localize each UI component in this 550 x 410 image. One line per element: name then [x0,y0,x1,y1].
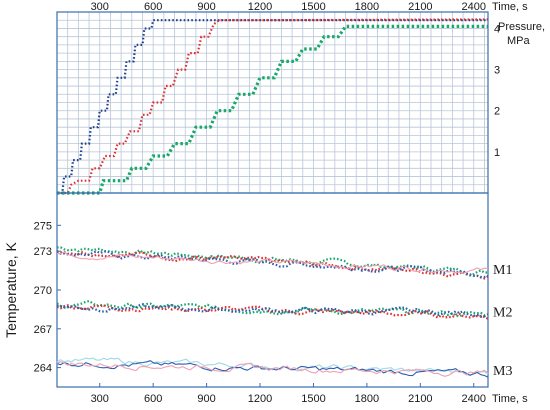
temperature-series-line-m1-2 [56,250,489,280]
x-tick-label: 600 [144,1,162,13]
temperature-series-line-m3-1 [56,357,489,377]
pressure-y-ticks: 1 2 3 4 [494,23,500,158]
x-tick-label: 300 [91,393,109,405]
temperature-series-line-m1-3 [56,250,489,279]
temperature-series-line-m1-4 [56,251,489,274]
temperature-tick-label: 267 [34,324,52,336]
pressure-x-ticks: 300 600 900 1200 1500 1800 2100 2400 [91,1,486,13]
x-tick-label: 900 [197,393,215,405]
temperature-x-ticks: 300 600 900 1200 1500 1800 2100 2400 [91,383,486,405]
series-label-m2: M2 [493,306,512,321]
temperature-series-line-m3-3 [56,361,489,377]
series-label-m1: M1 [493,263,512,278]
pressure-panel: 300 600 900 1200 1500 1800 2100 2400 1 2 3 4 Time,… [56,1,545,195]
series-label-m3: M3 [493,364,512,379]
temperature-plot-frame [56,192,489,388]
pressure-y-axis-title-line1: Pressure, [498,21,545,33]
temperature-x-axis-title: Time, s [492,393,528,405]
temperature-tick-label: 270 [34,285,52,297]
temperature-y-ticks: 264 267 270 273 275 [34,220,61,375]
x-tick-label: 600 [144,393,162,405]
x-tick-label: 900 [197,1,215,13]
x-tick-label: 1500 [301,1,325,13]
x-tick-label: 2100 [408,393,432,405]
temperature-tick-label: 275 [34,220,52,232]
x-tick-label: 1200 [248,1,272,13]
x-tick-label: 1800 [355,1,379,13]
temperature-series-line-m2-1 [56,299,489,318]
temperature-tick-label: 264 [34,363,52,375]
pressure-series [57,18,489,195]
x-tick-label: 1500 [301,393,325,405]
x-tick-label: 2400 [462,1,486,13]
pressure-series-line-3 [57,24,488,195]
temperature-y-axis-title: Temperature, K [3,241,19,337]
pressure-tick-label: 4 [494,23,500,35]
pressure-y-axis-title-line2: MPa [507,35,531,47]
x-tick-label: 2400 [462,393,486,405]
x-tick-label: 2100 [408,1,432,13]
pressure-tick-label: 3 [494,65,500,77]
series-labels: M1 M2 M3 [493,263,512,379]
pressure-x-axis-title: Time, s [492,1,528,13]
temperature-panel: 300 600 900 1200 1500 1800 2100 2400 2642672702… [3,192,528,405]
pressure-series-line-2 [57,18,489,195]
x-tick-label: 1800 [355,393,379,405]
pressure-tick-label: 2 [494,106,500,118]
temperature-series-line-m2-3 [56,303,489,318]
temperature-series [56,246,489,378]
pressure-tick-label: 1 [494,147,500,159]
temperature-tick-label: 273 [34,246,52,258]
x-tick-label: 1200 [248,393,272,405]
x-tick-label: 300 [91,1,109,13]
